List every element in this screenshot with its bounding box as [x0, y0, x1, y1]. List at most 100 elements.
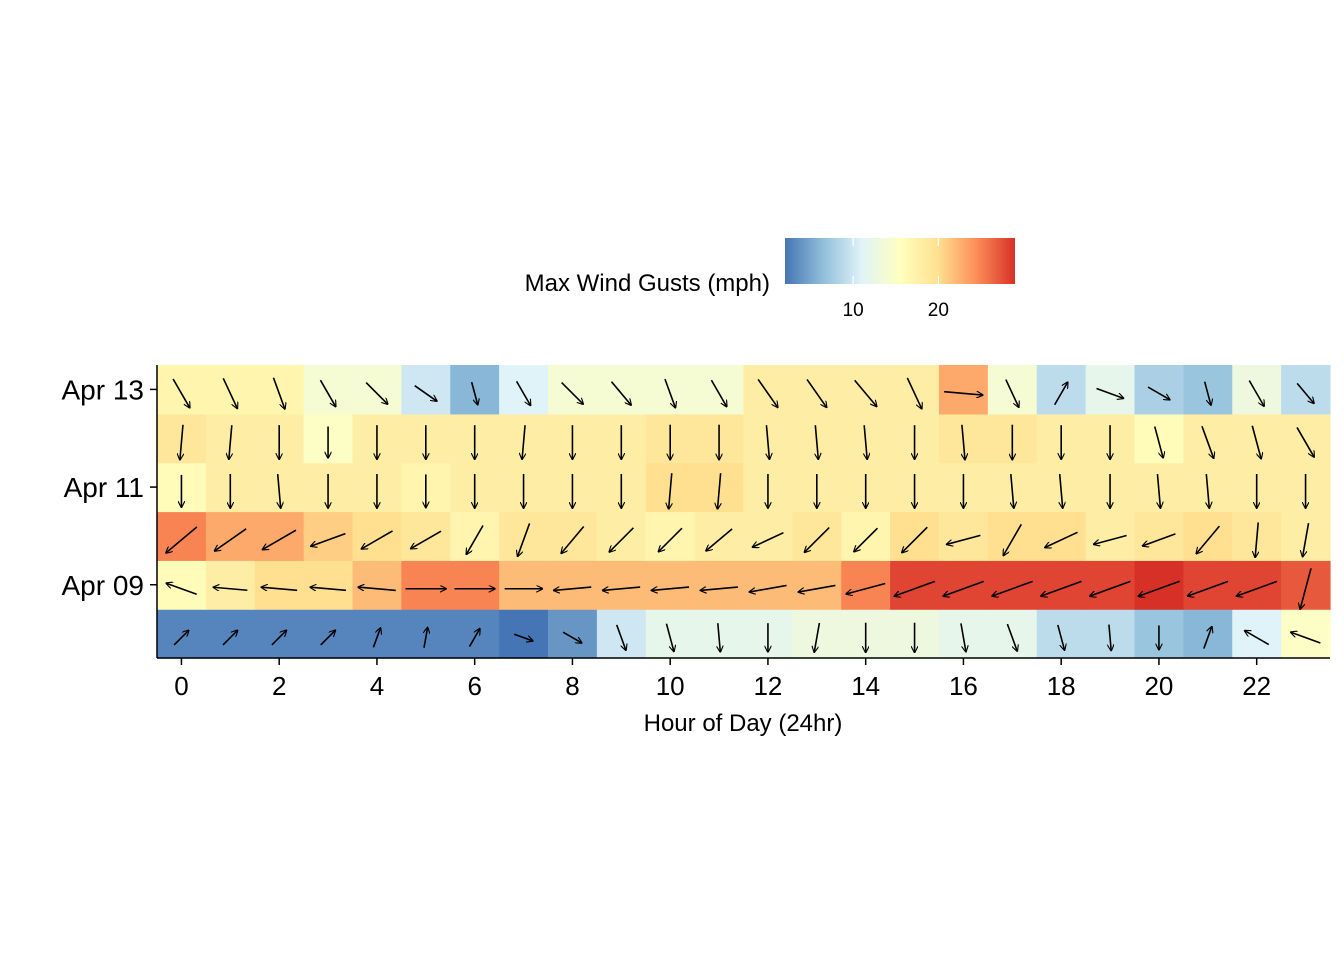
wind-arrow [320, 630, 336, 646]
wind-arrow [414, 385, 437, 401]
wind-arrow [1053, 382, 1068, 406]
wind-arrow [602, 586, 641, 590]
x-tick-label: 20 [1144, 671, 1173, 701]
wind-arrow [1201, 425, 1214, 458]
wind-arrow [854, 527, 879, 552]
wind-arrow [1005, 379, 1019, 408]
wind-arrow [718, 623, 721, 652]
wind-arrow [1045, 531, 1078, 547]
heatmap-tile [939, 609, 989, 659]
heatmap-tile [499, 609, 549, 659]
wind-arrow [468, 629, 480, 647]
heatmap-tile [939, 365, 989, 415]
wind-arrow [902, 526, 928, 552]
wind-arrow [1251, 425, 1261, 459]
x-tick-label: 8 [565, 671, 579, 701]
wind-arrow [424, 627, 428, 648]
wind-arrow [664, 378, 675, 408]
wind-arrow [466, 525, 484, 554]
wind-arrow [262, 529, 297, 549]
wind-arrow [669, 473, 672, 509]
x-tick-label: 22 [1242, 671, 1271, 701]
heatmap-tile [1183, 365, 1233, 415]
wind-arrow [554, 586, 592, 590]
wind-arrow [173, 630, 189, 646]
heatmap-tile [890, 365, 940, 415]
heatmap-tile [987, 511, 1038, 561]
heatmap-tile [645, 560, 696, 610]
y-tick-label: Apr 09 [62, 570, 145, 601]
heatmap-tile [841, 560, 891, 610]
heatmap-tile [890, 560, 940, 610]
heatmap-tile [157, 560, 207, 610]
wind-arrow [261, 587, 298, 590]
wind-arrow [1011, 473, 1014, 508]
heatmap-tile [205, 609, 256, 659]
wind-arrow [180, 424, 183, 460]
wind-arrow [1236, 580, 1278, 596]
wind-arrow [906, 377, 921, 409]
y-tick-label: Apr 13 [62, 374, 145, 405]
wind-arrow [513, 633, 533, 641]
heatmap-tile [499, 365, 549, 415]
heatmap-tile [1085, 560, 1136, 610]
heatmap-tile [645, 609, 696, 659]
wind-arrow [806, 378, 827, 407]
heatmap-tile [352, 609, 402, 659]
wind-arrow [278, 473, 281, 508]
y-axis-ticks: Apr 09 Apr 11 Apr 13 [62, 374, 157, 601]
wind-arrow [706, 528, 733, 551]
wind-arrow [894, 580, 936, 596]
heatmap-tile [1281, 365, 1331, 415]
heatmap-tile [1036, 511, 1087, 561]
wind-arrow [1041, 580, 1082, 596]
wind-arrow [1147, 386, 1170, 400]
wind-arrow [1138, 580, 1180, 596]
wind-arrow [1057, 624, 1065, 650]
wind-arrow [752, 531, 784, 547]
wind-arrow [1090, 580, 1131, 596]
wind-arrow [372, 628, 380, 648]
wind-arrow [943, 580, 985, 596]
wind-arrow [1303, 522, 1310, 557]
legend: Max Wind Gusts (mph) 10 20 [525, 238, 1015, 321]
wind-arrow [615, 624, 626, 650]
heatmap-tile [1036, 609, 1087, 659]
heatmap-tiles [157, 365, 1331, 659]
wind-arrow [710, 379, 726, 407]
heatmap-tile [1085, 365, 1136, 415]
heatmap-tile [450, 609, 500, 659]
legend-ticks: 10 20 [843, 238, 949, 321]
wind-arrow [518, 523, 531, 556]
wind-arrow [1006, 623, 1017, 651]
wind-arrow [1196, 525, 1220, 554]
heatmap-tile [841, 365, 891, 415]
heatmap-tile [548, 511, 598, 561]
heatmap-tile [548, 365, 598, 415]
heatmap-tile [1134, 511, 1184, 561]
wind-arrow [311, 532, 346, 547]
wind-arrow [361, 530, 393, 549]
wind-arrow [814, 622, 821, 652]
heatmap-tile [987, 609, 1038, 659]
wind-arrow [946, 534, 981, 544]
heatmap-tile [303, 365, 354, 415]
wind-arrow [992, 580, 1033, 596]
wind-arrow [222, 630, 238, 646]
heatmap-tile [499, 511, 549, 561]
wind-arrow [365, 382, 388, 405]
heatmap-tile [157, 609, 207, 659]
wind-arrow [166, 526, 198, 553]
heatmap-tile [1134, 560, 1184, 610]
heatmap-tile [596, 365, 647, 415]
heatmap-tile [792, 511, 842, 561]
heatmap-tile [694, 365, 745, 415]
legend-title: Max Wind Gusts (mph) [525, 270, 770, 297]
heatmap-tile [1232, 560, 1282, 610]
wind-arrow [960, 623, 966, 651]
heatmap-tile [743, 365, 793, 415]
heatmap-tile [596, 560, 647, 610]
heatmap-tile [890, 511, 940, 561]
wind-arrow [1153, 426, 1163, 458]
